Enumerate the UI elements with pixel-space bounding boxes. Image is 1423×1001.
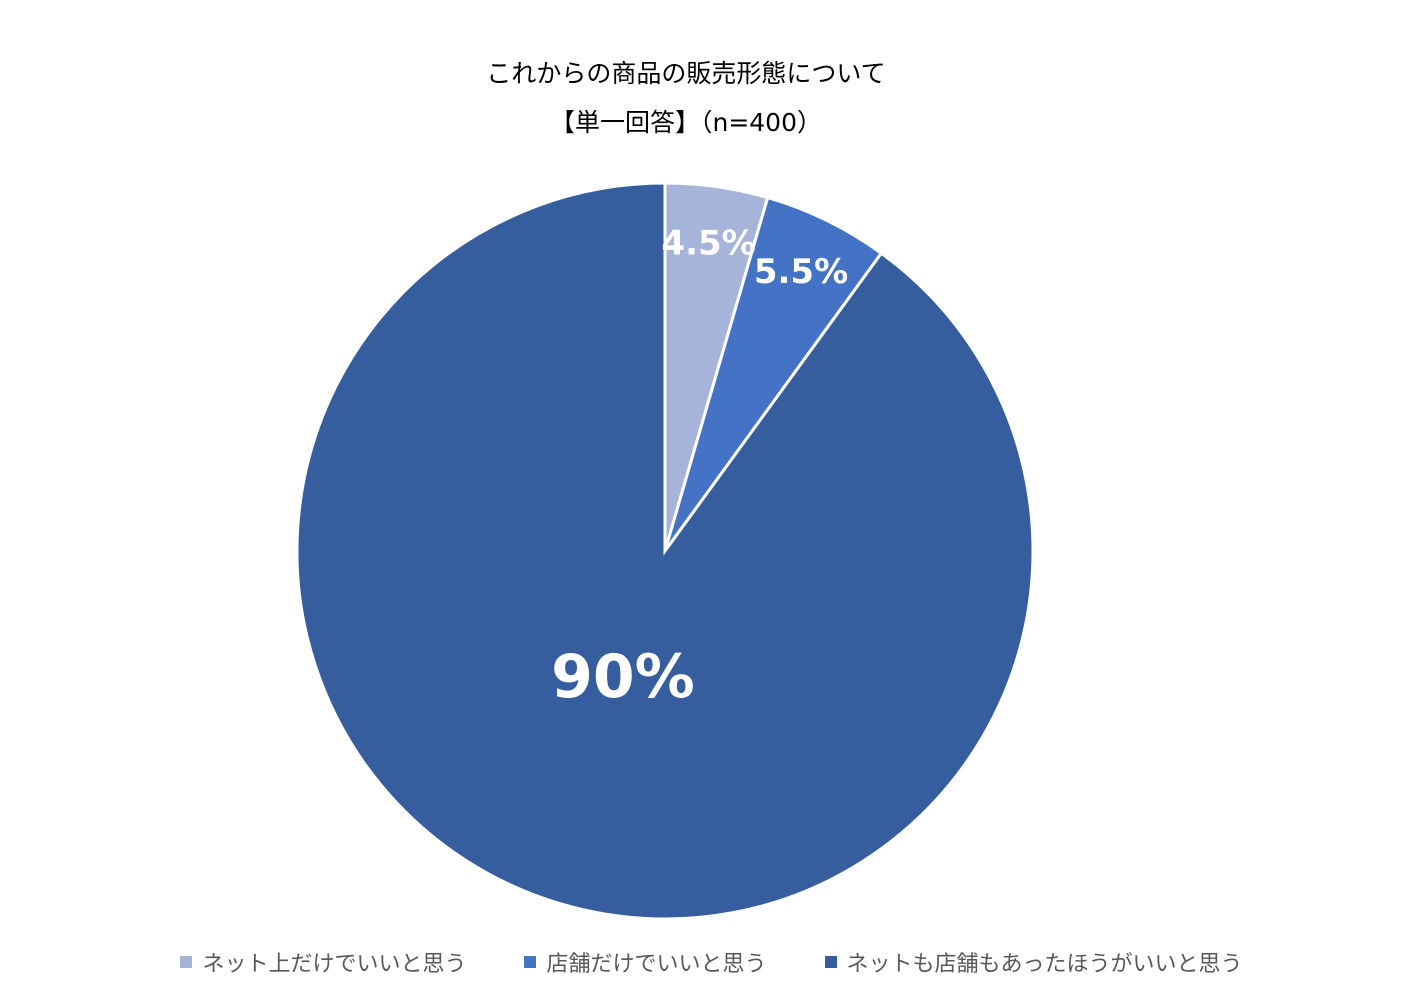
legend-swatch — [180, 956, 193, 968]
legend-swatch — [524, 956, 537, 968]
data-labels: 4.5%5.5% 90% — [551, 223, 848, 712]
legend: ネット上だけでいいと思う 店舗だけでいいと思う ネットも店舗もあったほうがいいと思う — [0, 946, 1423, 978]
chart-title: これからの商品の販売形態について — [486, 59, 885, 88]
legend-label: 店舗だけでいいと思う — [546, 952, 767, 977]
pie — [295, 181, 1035, 921]
legend-swatch — [824, 956, 837, 968]
legend-label: ネット上だけでいいと思う — [202, 952, 467, 977]
data-label: 90% — [551, 642, 695, 712]
data-label: 5.5% — [754, 252, 848, 292]
legend-item: 店舗だけでいいと思う — [524, 946, 767, 978]
data-label: 4.5% — [661, 223, 755, 263]
chart-subtitle: 【単一回答】（n=400） — [550, 108, 822, 137]
pie-slice — [295, 181, 1035, 921]
legend-item: ネットも店舗もあったほうがいいと思う — [824, 946, 1243, 978]
legend-item: ネット上だけでいいと思う — [180, 946, 466, 978]
legend-label: ネットも店舗もあったほうがいいと思う — [846, 952, 1243, 977]
chart: これからの商品の販売形態について 【単一回答】（n=400） 4.5%5.5% 9… — [295, 59, 1035, 921]
